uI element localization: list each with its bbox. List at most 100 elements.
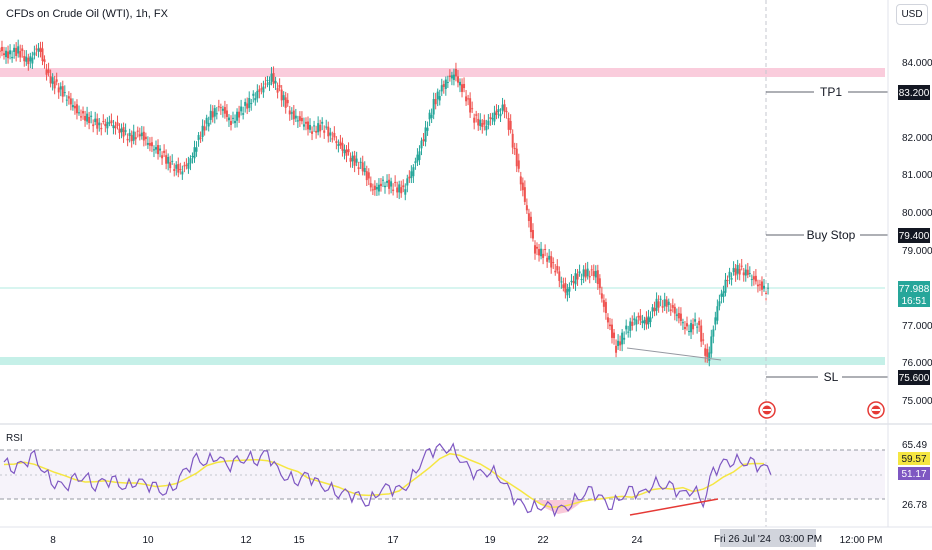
candle-body (90, 115, 93, 117)
candle-body (669, 309, 672, 311)
candle-body (750, 279, 753, 281)
candle-body (491, 118, 494, 120)
candle-body (677, 313, 680, 319)
candle-body (300, 117, 303, 122)
candle-body (205, 117, 208, 124)
candle-body (169, 162, 172, 169)
candle-body (596, 270, 599, 285)
candle-body (315, 130, 318, 133)
candle-body (720, 293, 723, 297)
candle-body (51, 77, 54, 84)
candle-body (363, 168, 366, 173)
candle-body (722, 291, 725, 297)
event-flag-icon[interactable] (758, 401, 776, 419)
candle-body (236, 111, 239, 121)
candle-body (408, 176, 411, 179)
candle-body (702, 339, 705, 341)
candle-body (714, 317, 717, 325)
candle-body (479, 119, 482, 127)
rsi-title[interactable]: RSI (6, 433, 23, 444)
candle-body (337, 144, 340, 146)
candle-body (611, 324, 613, 338)
candle-body (132, 131, 135, 141)
candle-body (179, 168, 182, 170)
candle-body (473, 117, 476, 123)
candle-body (319, 124, 322, 132)
candle-body (13, 47, 16, 52)
candle-body (681, 322, 684, 324)
candle-body (428, 112, 431, 120)
candle-body (373, 185, 376, 190)
candle-body (548, 255, 551, 260)
candle-body (381, 179, 384, 181)
candle-body (615, 345, 618, 353)
time-axis[interactable]: 8 10 12 15 17 19 22 24 Fri 26 Jul '24 03… (50, 529, 882, 547)
candle-body (21, 48, 24, 51)
candle-body (359, 161, 362, 163)
crosshair-time-text: Fri 26 Jul '24 03:00 PM (714, 534, 822, 545)
candle-body (266, 79, 269, 81)
candle-body (262, 86, 265, 93)
divergence-trendline-price[interactable] (626, 347, 722, 361)
candle-body (171, 160, 174, 162)
currency-button[interactable]: USD (896, 4, 928, 25)
candle-body (201, 125, 204, 137)
candle-body (505, 111, 508, 113)
candle-body (219, 107, 222, 109)
candle-body (732, 267, 735, 273)
rsi-axis-label: 26.78 (902, 500, 927, 511)
candle-body (485, 125, 488, 131)
candle-body (566, 288, 569, 296)
candle-body (517, 160, 520, 169)
price-axis[interactable]: 84.000 82.000 81.000 80.000 79.000 77.00… (902, 58, 932, 407)
candle-body (61, 86, 64, 97)
candle-body (550, 256, 553, 268)
candle-body (223, 107, 226, 114)
candle-body (758, 284, 761, 286)
candle-body (323, 130, 326, 133)
candle-body (471, 108, 474, 110)
divergence-trendline-rsi[interactable] (629, 498, 719, 516)
candle-body (456, 76, 459, 83)
candle-body (515, 148, 518, 167)
candle-body (124, 130, 127, 132)
candle-body (477, 118, 480, 126)
candle-body (710, 336, 713, 354)
time-label: 8 (50, 535, 56, 546)
candle-body (736, 265, 739, 274)
candle-body (685, 323, 688, 327)
time-label-extra: 12:00 PM (840, 535, 883, 546)
candle-body (621, 332, 624, 345)
candle-body (627, 331, 630, 333)
tp1-price-text: 83.200 (899, 88, 930, 99)
candle-body (438, 96, 441, 101)
chart-title[interactable]: CFDs on Crude Oil (WTI), 1h, FX (6, 8, 168, 20)
candle-body (31, 57, 34, 64)
candle-body (106, 121, 109, 129)
candle-body (671, 305, 674, 308)
candle-body (189, 158, 192, 164)
candle-body (351, 155, 354, 162)
candle-body (288, 110, 291, 115)
candle-body (580, 279, 583, 281)
candle-body (641, 321, 644, 324)
candle-body (730, 277, 733, 280)
candle-body (525, 205, 528, 211)
candle-body (296, 120, 299, 122)
candle-body (659, 298, 662, 300)
candle-body (365, 171, 368, 181)
candle-body (465, 96, 468, 102)
candle-body (384, 185, 387, 188)
rsi-line (3, 442, 772, 518)
event-flag-icon[interactable] (867, 401, 885, 419)
candle-body (495, 110, 498, 116)
candle-body (138, 134, 141, 137)
candle-body (613, 332, 616, 339)
candle-body (461, 84, 464, 92)
candle-body (73, 105, 76, 109)
candle-body (404, 189, 407, 195)
candle-body (712, 329, 715, 337)
candle-body (653, 307, 656, 312)
